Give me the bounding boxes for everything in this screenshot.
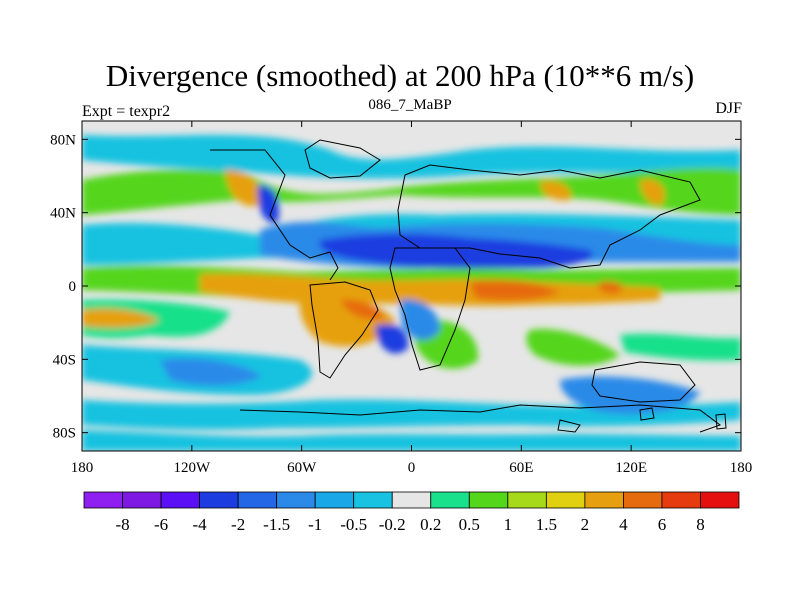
map-title: Divergence (smoothed) at 200 hPa (10**6 …	[105, 58, 695, 93]
colorbar-swatch	[430, 491, 470, 509]
colorbar-label: -2	[231, 515, 245, 534]
colorbar-swatch	[314, 491, 355, 509]
lon-tick-label: 120W	[173, 460, 211, 476]
contour-field	[82, 121, 741, 451]
run-label: 086_7_MaBP	[368, 97, 452, 113]
colorbar-label: -1	[308, 515, 322, 534]
colorbar-label: 4	[619, 515, 628, 534]
colorbar-swatch	[623, 491, 663, 509]
colorbar-swatch	[700, 491, 740, 509]
colorbar-label: 1	[504, 515, 513, 534]
colorbar-label: -4	[193, 515, 208, 534]
lon-tick-label: 180	[71, 460, 94, 476]
colorbar-swatch	[122, 491, 162, 509]
colorbar-label: -6	[154, 515, 168, 534]
colorbar-swatch	[160, 491, 200, 509]
colorbar-swatch	[468, 491, 509, 509]
lat-tick-label: 40S	[53, 352, 76, 368]
lat-tick-label: 40N	[50, 206, 76, 222]
lat-tick-label: 80S	[53, 426, 76, 442]
lon-tick-label: 60E	[509, 460, 533, 476]
colorbar-swatch	[353, 491, 393, 509]
lat-tick-label: 0	[69, 279, 77, 295]
colorbar-swatch	[391, 491, 432, 509]
colorbar-swatch	[507, 491, 547, 509]
colorbar-label: 6	[658, 515, 667, 534]
colorbar-label: -8	[115, 515, 129, 534]
experiment-label: Expt = texpr2	[82, 103, 171, 120]
colorbar-label: 2	[581, 515, 590, 534]
colorbar-label: -0.2	[379, 515, 406, 534]
colorbar-swatch	[584, 491, 624, 509]
colorbar-swatch	[237, 491, 278, 509]
lon-tick-label: 0	[408, 460, 416, 476]
colorbar-swatch	[276, 491, 316, 509]
colorbar: -8 -6 -4 -2 -1.5 -1 -0.5 -0.2 0.2 0.5 1 1.5 2 4 6 8	[83, 491, 740, 534]
season-label: DJF	[715, 100, 742, 117]
colorbar-label: 0.2	[420, 515, 441, 534]
colorbar-swatch	[545, 491, 586, 509]
lon-tick-label: 180	[730, 460, 753, 476]
coastline	[210, 139, 727, 433]
colorbar-label: -0.5	[340, 515, 367, 534]
lat-tick-label: 80N	[50, 132, 76, 148]
colorbar-swatch	[661, 491, 701, 509]
map-axes: 80N 40N 0 40S 80S 180 120W 60W 0 60E 120E 180	[50, 121, 752, 476]
colorbar-label: 1.5	[536, 515, 557, 534]
colorbar-swatch	[199, 491, 239, 509]
colorbar-swatch	[83, 491, 123, 509]
colorbar-label: -1.5	[263, 515, 290, 534]
colorbar-label: 0.5	[459, 515, 480, 534]
lon-tick-label: 120E	[615, 460, 647, 476]
colorbar-label: 8	[696, 515, 705, 534]
lon-tick-label: 60W	[287, 460, 317, 476]
